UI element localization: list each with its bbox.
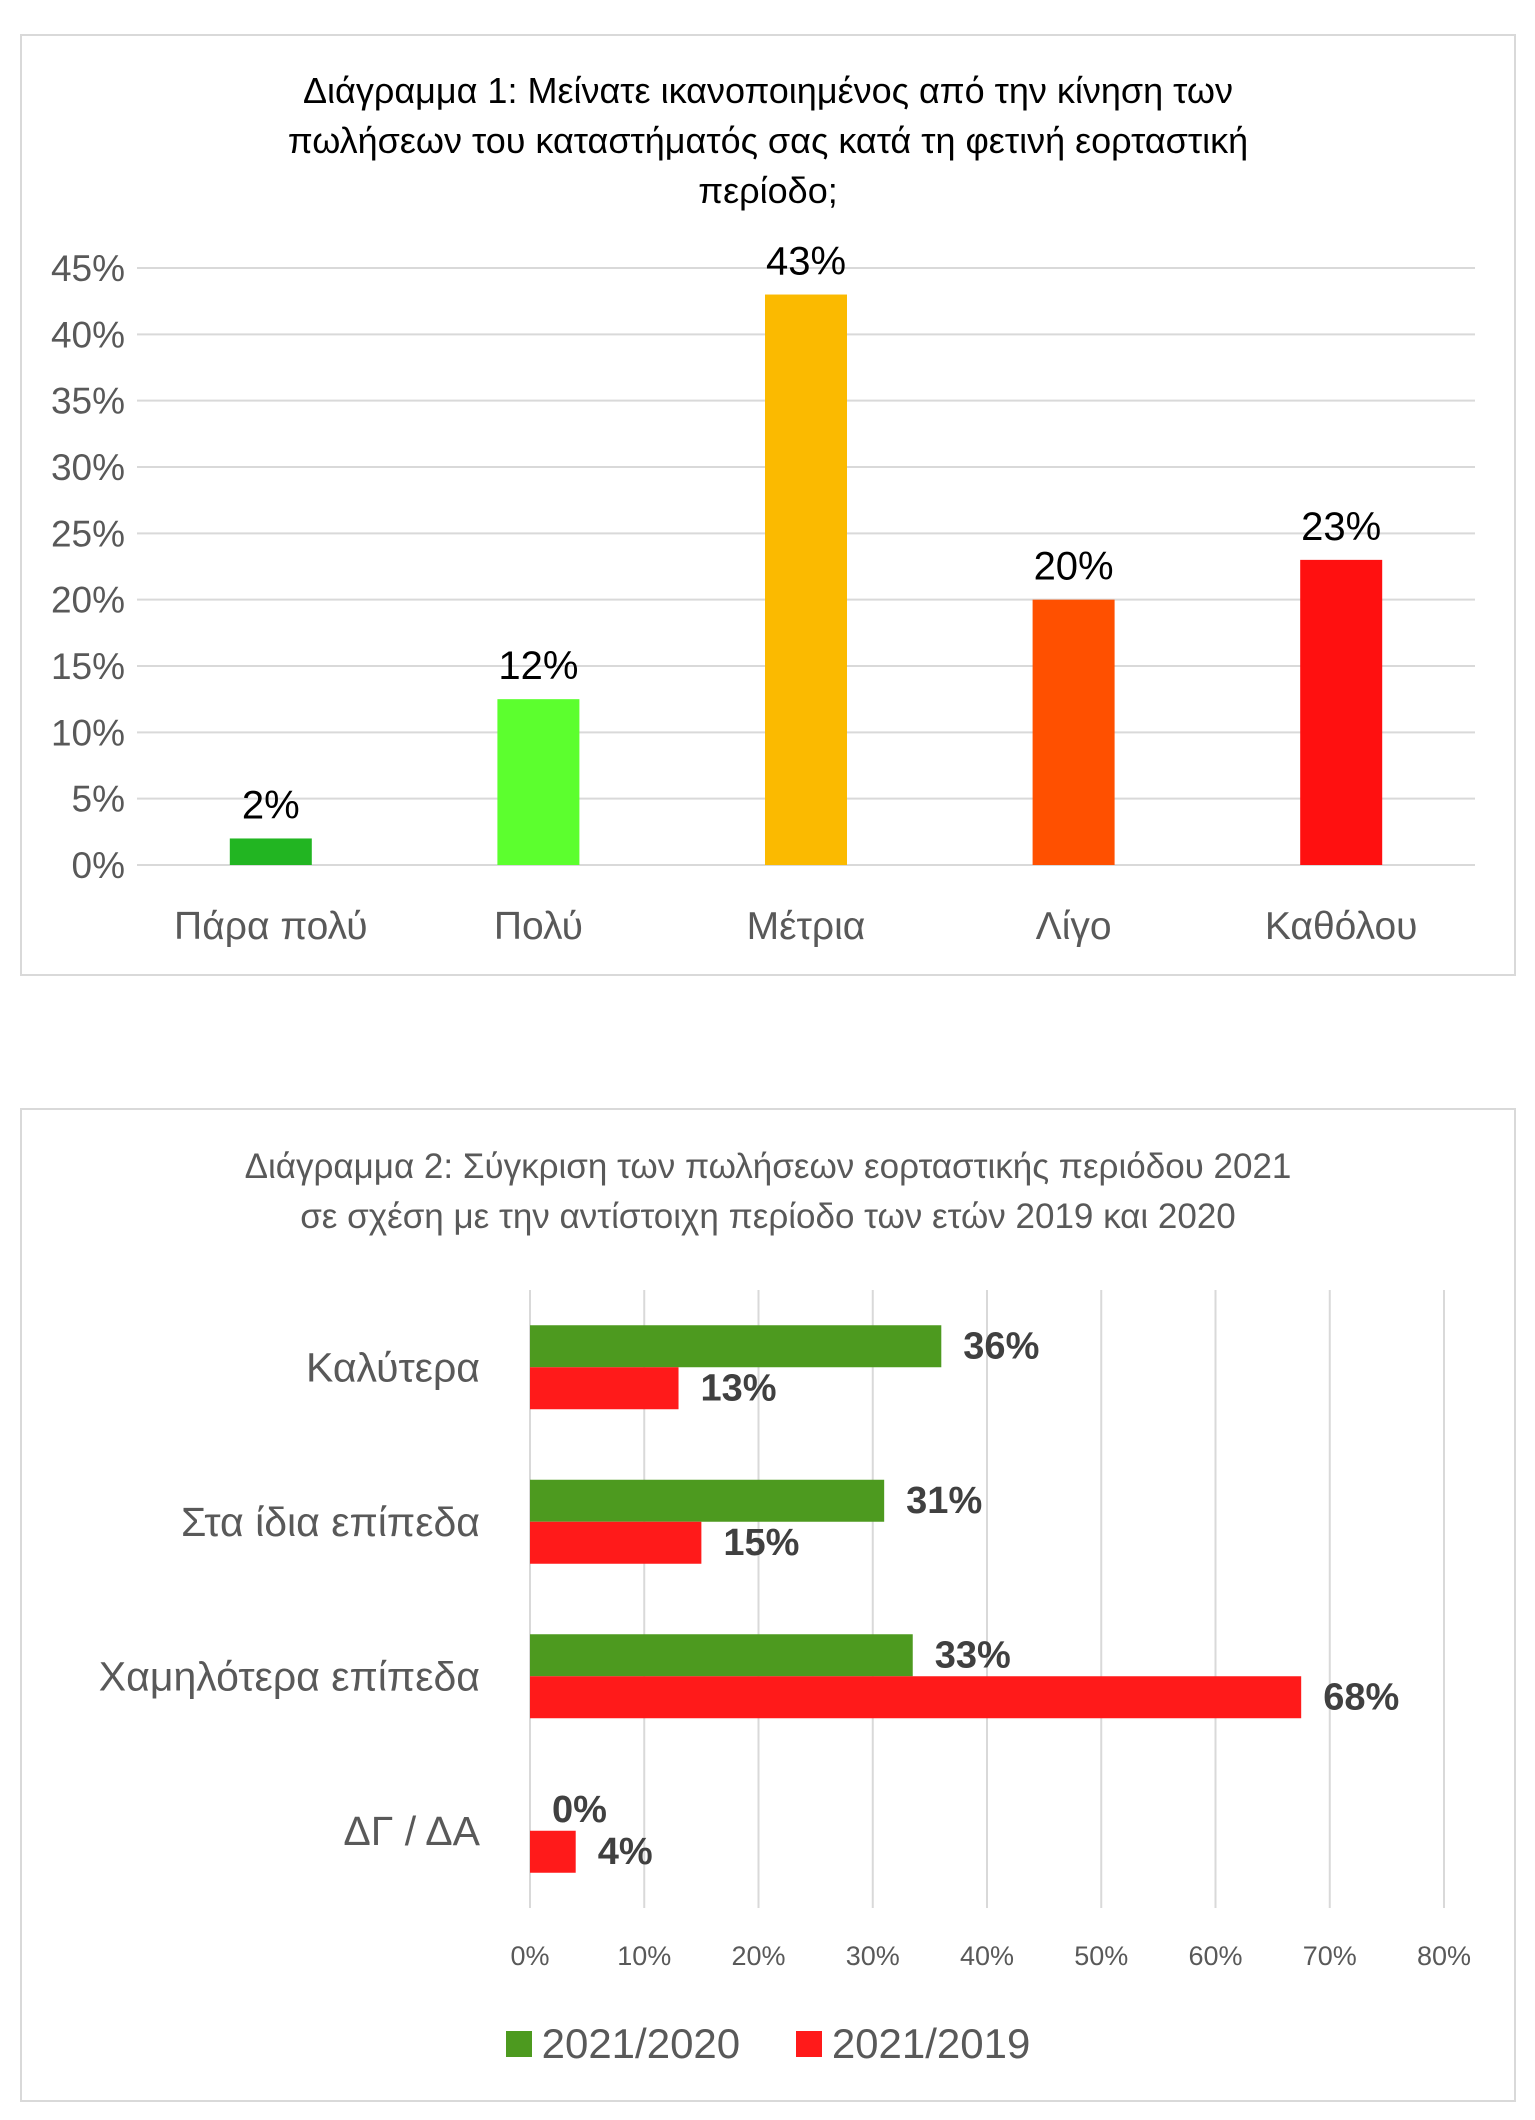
chart-2-plot: 0% 10% 20% 30% 40% 50% 60% 70% 80% Καλύτερα 36% 13%… [99,1290,1471,1971]
chart-2-legend: 2021/2020 2021/2019 [22,2020,1514,2068]
x-tick-label: Καθόλου [1265,905,1418,948]
y-tick-label: 30% [51,447,125,488]
data-label: 36% [963,1325,1039,1367]
bar-2021-2019 [530,1367,679,1410]
chart-2-title: Διάγραμμα 2: Σύγκριση των πωλήσεων εορτα… [244,1147,1292,1236]
bar [1032,599,1115,865]
bar [1300,559,1383,865]
x-tick-label: 80% [1417,1941,1471,1971]
chart-1-panel: Διάγραμμα 1: Μείνατε ικανοποιημένος από … [20,34,1516,976]
bar-2021-2019 [530,1521,702,1564]
data-label: 13% [701,1367,777,1409]
y-category-label: ΔΓ / ΔΑ [343,1808,480,1854]
data-label: 0% [552,1789,607,1831]
data-label: 15% [723,1522,799,1564]
bar-2021-2019 [530,1830,576,1873]
legend-item-2021-2019: 2021/2019 [795,2020,1031,2068]
data-label: 4% [598,1831,653,1873]
legend-label-2021-2020: 2021/2020 [541,2020,741,2067]
data-label: 68% [1323,1676,1399,1718]
y-tick-label: 0% [72,845,125,886]
bar-2021-2020 [530,1325,942,1368]
bar [765,294,847,865]
bar-2021-2019 [530,1676,1302,1719]
legend-label-2021-2019: 2021/2019 [831,2020,1031,2067]
data-label: 12% [498,644,578,688]
x-tick-label: 70% [1303,1941,1357,1971]
x-tick-label: Λίγο [1036,905,1112,948]
y-tick-label: 20% [51,580,125,621]
data-label: 43% [766,240,846,284]
chart-1-title: Διάγραμμα 1: Μείνατε ικανοποιημένος από … [287,70,1249,211]
y-tick-label: 25% [51,513,125,554]
x-tick-label: 30% [846,1941,900,1971]
x-tick-label: 60% [1188,1941,1242,1971]
x-tick-label: 10% [617,1941,671,1971]
x-tick-label: 0% [510,1941,549,1971]
x-tick-label: Πάρα πολύ [174,905,367,948]
y-category-label: Καλύτερα [306,1344,480,1390]
y-tick-label: 35% [51,381,125,422]
data-label: 23% [1301,505,1381,549]
chart-1-plot: 0% 5% 10% 15% 20% 25% 30% 35% 40% 45% 2% Πάρα πολύ 1… [51,240,1475,948]
x-tick-label: Μέτρια [747,905,866,948]
bar [497,699,580,865]
x-tick-label: 40% [960,1941,1014,1971]
legend-swatch-2021-2019 [795,2030,822,2057]
y-tick-label: 40% [51,314,125,355]
legend-item-2021-2020: 2021/2020 [505,2020,741,2068]
data-label: 20% [1034,545,1114,589]
x-tick-label: 20% [731,1941,785,1971]
bar-2021-2020 [530,1634,913,1677]
data-label: 2% [242,783,300,827]
legend-swatch-2021-2020 [505,2030,532,2057]
y-category-label: Στα ίδια επίπεδα [181,1499,480,1545]
y-tick-label: 5% [72,779,125,820]
data-label: 31% [906,1480,982,1522]
y-category-label: Χαμηλότερα επίπεδα [99,1653,480,1699]
chart-2-panel: Διάγραμμα 2: Σύγκριση των πωλήσεων εορτα… [20,1108,1516,2102]
x-tick-label: Πολύ [494,905,583,948]
y-tick-label: 10% [51,712,125,753]
bar [229,838,312,865]
x-tick-label: 50% [1074,1941,1128,1971]
y-tick-label: 45% [51,248,125,289]
bar-2021-2020 [530,1479,885,1522]
data-label: 33% [935,1634,1011,1676]
y-tick-label: 15% [51,646,125,687]
